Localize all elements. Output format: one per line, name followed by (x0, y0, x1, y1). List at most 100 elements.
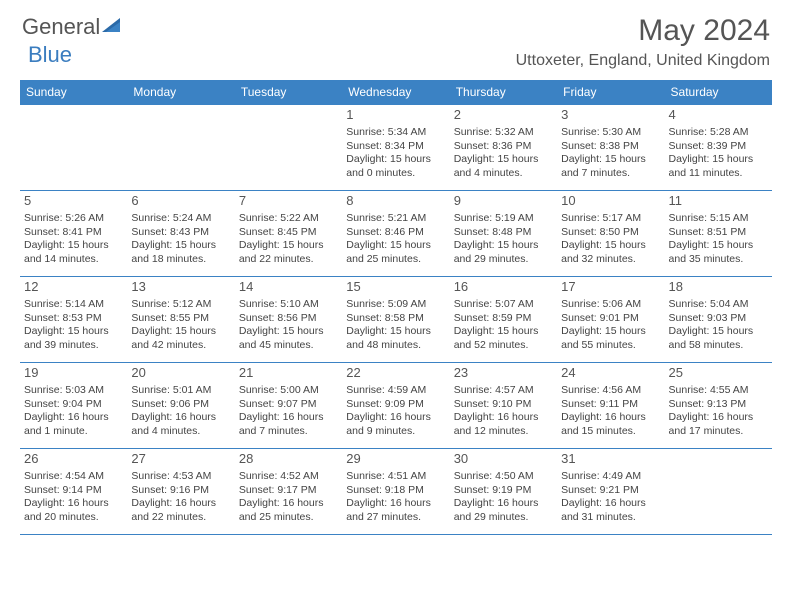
logo-sub: Blue (28, 42, 72, 68)
sunrise-line: Sunrise: 5:00 AM (239, 384, 338, 398)
calendar-cell: 7Sunrise: 5:22 AMSunset: 8:45 PMDaylight… (235, 191, 342, 277)
day-number: 18 (669, 279, 768, 296)
sunrise-line: Sunrise: 5:12 AM (131, 298, 230, 312)
sunset-line: Sunset: 8:38 PM (561, 140, 660, 154)
calendar-cell: 2Sunrise: 5:32 AMSunset: 8:36 PMDaylight… (450, 105, 557, 191)
calendar-cell (665, 449, 772, 535)
sunset-line: Sunset: 9:19 PM (454, 484, 553, 498)
sunset-line: Sunset: 9:11 PM (561, 398, 660, 412)
sunset-line: Sunset: 8:46 PM (346, 226, 445, 240)
logo-text-general: General (22, 14, 100, 40)
day-number: 17 (561, 279, 660, 296)
sunset-line: Sunset: 9:01 PM (561, 312, 660, 326)
sunrise-line: Sunrise: 5:09 AM (346, 298, 445, 312)
sunrise-line: Sunrise: 5:26 AM (24, 212, 123, 226)
calendar-row: 12Sunrise: 5:14 AMSunset: 8:53 PMDayligh… (20, 277, 772, 363)
sunset-line: Sunset: 9:13 PM (669, 398, 768, 412)
calendar-cell: 26Sunrise: 4:54 AMSunset: 9:14 PMDayligh… (20, 449, 127, 535)
sunrise-line: Sunrise: 5:17 AM (561, 212, 660, 226)
sunset-line: Sunset: 9:14 PM (24, 484, 123, 498)
daylight-line: Daylight: 15 hours and 0 minutes. (346, 153, 445, 180)
sunrise-line: Sunrise: 4:55 AM (669, 384, 768, 398)
daylight-line: Daylight: 16 hours and 15 minutes. (561, 411, 660, 438)
daylight-line: Daylight: 16 hours and 25 minutes. (239, 497, 338, 524)
day-number: 11 (669, 193, 768, 210)
daylight-line: Daylight: 16 hours and 4 minutes. (131, 411, 230, 438)
daylight-line: Daylight: 15 hours and 45 minutes. (239, 325, 338, 352)
weekday-header: Monday (127, 80, 234, 105)
day-number: 3 (561, 107, 660, 124)
sunset-line: Sunset: 8:34 PM (346, 140, 445, 154)
calendar-cell: 14Sunrise: 5:10 AMSunset: 8:56 PMDayligh… (235, 277, 342, 363)
daylight-line: Daylight: 15 hours and 39 minutes. (24, 325, 123, 352)
calendar-cell: 27Sunrise: 4:53 AMSunset: 9:16 PMDayligh… (127, 449, 234, 535)
daylight-line: Daylight: 16 hours and 27 minutes. (346, 497, 445, 524)
sunset-line: Sunset: 9:10 PM (454, 398, 553, 412)
sunset-line: Sunset: 9:07 PM (239, 398, 338, 412)
day-number: 7 (239, 193, 338, 210)
weekday-header: Friday (557, 80, 664, 105)
day-number: 2 (454, 107, 553, 124)
header: General May 2024 Uttoxeter, England, Uni… (0, 0, 792, 74)
calendar-row: 26Sunrise: 4:54 AMSunset: 9:14 PMDayligh… (20, 449, 772, 535)
sunrise-line: Sunrise: 5:15 AM (669, 212, 768, 226)
sunset-line: Sunset: 9:06 PM (131, 398, 230, 412)
day-number: 12 (24, 279, 123, 296)
sunset-line: Sunset: 8:43 PM (131, 226, 230, 240)
calendar-cell: 4Sunrise: 5:28 AMSunset: 8:39 PMDaylight… (665, 105, 772, 191)
sunset-line: Sunset: 8:50 PM (561, 226, 660, 240)
day-number: 14 (239, 279, 338, 296)
sunset-line: Sunset: 9:09 PM (346, 398, 445, 412)
calendar-cell: 24Sunrise: 4:56 AMSunset: 9:11 PMDayligh… (557, 363, 664, 449)
sunrise-line: Sunrise: 4:56 AM (561, 384, 660, 398)
day-number: 23 (454, 365, 553, 382)
calendar-row: 19Sunrise: 5:03 AMSunset: 9:04 PMDayligh… (20, 363, 772, 449)
triangle-icon (102, 16, 124, 39)
day-number: 9 (454, 193, 553, 210)
calendar-row: 5Sunrise: 5:26 AMSunset: 8:41 PMDaylight… (20, 191, 772, 277)
day-number: 15 (346, 279, 445, 296)
day-number: 16 (454, 279, 553, 296)
sunrise-line: Sunrise: 5:34 AM (346, 126, 445, 140)
daylight-line: Daylight: 16 hours and 31 minutes. (561, 497, 660, 524)
sunrise-line: Sunrise: 4:59 AM (346, 384, 445, 398)
sunrise-line: Sunrise: 5:19 AM (454, 212, 553, 226)
sunset-line: Sunset: 9:21 PM (561, 484, 660, 498)
day-number: 21 (239, 365, 338, 382)
sunset-line: Sunset: 8:41 PM (24, 226, 123, 240)
sunrise-line: Sunrise: 5:21 AM (346, 212, 445, 226)
sunrise-line: Sunrise: 4:52 AM (239, 470, 338, 484)
calendar-cell: 5Sunrise: 5:26 AMSunset: 8:41 PMDaylight… (20, 191, 127, 277)
location: Uttoxeter, England, United Kingdom (516, 52, 770, 70)
day-number: 28 (239, 451, 338, 468)
daylight-line: Daylight: 15 hours and 55 minutes. (561, 325, 660, 352)
sunrise-line: Sunrise: 5:07 AM (454, 298, 553, 312)
calendar-cell: 10Sunrise: 5:17 AMSunset: 8:50 PMDayligh… (557, 191, 664, 277)
sunrise-line: Sunrise: 5:10 AM (239, 298, 338, 312)
day-number: 22 (346, 365, 445, 382)
sunrise-line: Sunrise: 4:57 AM (454, 384, 553, 398)
calendar-cell: 31Sunrise: 4:49 AMSunset: 9:21 PMDayligh… (557, 449, 664, 535)
sunset-line: Sunset: 8:39 PM (669, 140, 768, 154)
calendar-table: SundayMondayTuesdayWednesdayThursdayFrid… (20, 80, 772, 535)
sunrise-line: Sunrise: 5:22 AM (239, 212, 338, 226)
calendar-cell (20, 105, 127, 191)
calendar-cell: 23Sunrise: 4:57 AMSunset: 9:10 PMDayligh… (450, 363, 557, 449)
day-number: 25 (669, 365, 768, 382)
daylight-line: Daylight: 15 hours and 25 minutes. (346, 239, 445, 266)
sunrise-line: Sunrise: 5:03 AM (24, 384, 123, 398)
day-number: 8 (346, 193, 445, 210)
daylight-line: Daylight: 15 hours and 58 minutes. (669, 325, 768, 352)
calendar-cell: 19Sunrise: 5:03 AMSunset: 9:04 PMDayligh… (20, 363, 127, 449)
weekday-header: Sunday (20, 80, 127, 105)
daylight-line: Daylight: 16 hours and 9 minutes. (346, 411, 445, 438)
sunrise-line: Sunrise: 4:49 AM (561, 470, 660, 484)
calendar-cell: 17Sunrise: 5:06 AMSunset: 9:01 PMDayligh… (557, 277, 664, 363)
day-number: 1 (346, 107, 445, 124)
calendar-cell: 22 Sunrise: 4:59 AMSunset: 9:09 PMDayligh… (342, 363, 449, 449)
sunset-line: Sunset: 8:58 PM (346, 312, 445, 326)
sunrise-line: Sunrise: 5:04 AM (669, 298, 768, 312)
calendar-head: SundayMondayTuesdayWednesdayThursdayFrid… (20, 80, 772, 105)
sunset-line: Sunset: 8:36 PM (454, 140, 553, 154)
day-number: 26 (24, 451, 123, 468)
